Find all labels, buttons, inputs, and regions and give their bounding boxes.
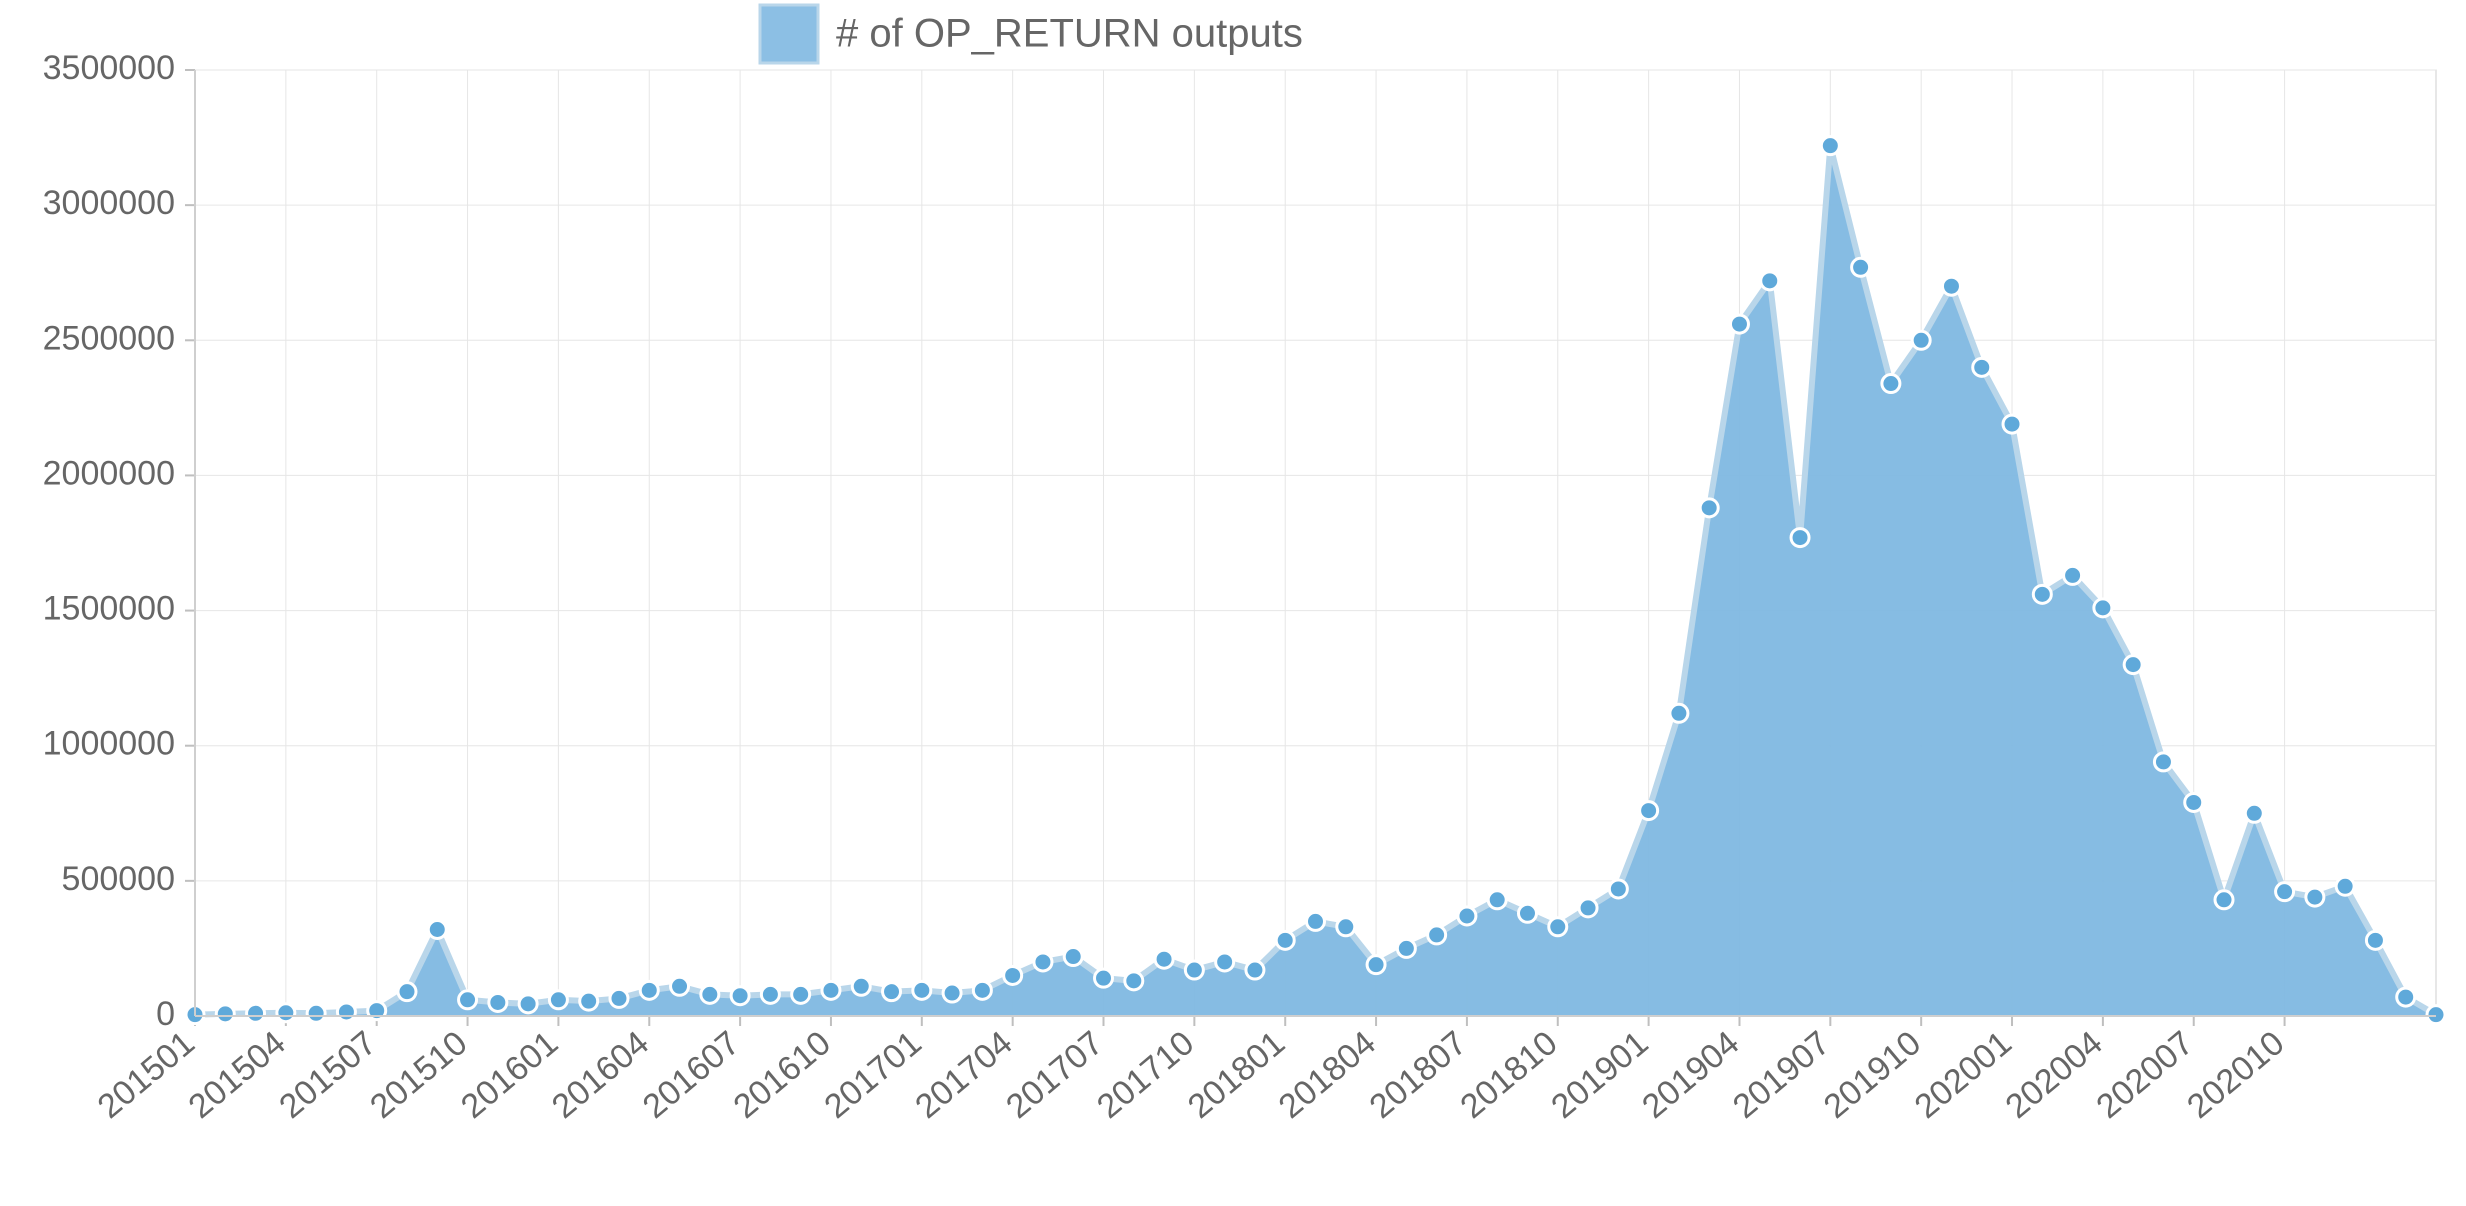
- data-point[interactable]: [1791, 529, 1809, 547]
- data-point[interactable]: [428, 921, 446, 939]
- data-point[interactable]: [2397, 988, 2415, 1006]
- data-point[interactable]: [1488, 891, 1506, 909]
- data-point[interactable]: [580, 992, 598, 1010]
- data-point[interactable]: [1761, 272, 1779, 290]
- data-point[interactable]: [1821, 137, 1839, 155]
- data-point[interactable]: [2427, 1006, 2445, 1024]
- data-point[interactable]: [913, 981, 931, 999]
- y-tick-label: 3500000: [43, 49, 175, 87]
- data-point[interactable]: [216, 1005, 234, 1023]
- y-tick-label: 1500000: [43, 590, 175, 628]
- data-point[interactable]: [671, 977, 689, 995]
- data-point[interactable]: [610, 989, 628, 1007]
- y-tick-label: 2000000: [43, 454, 175, 492]
- data-point[interactable]: [2033, 585, 2051, 603]
- data-point[interactable]: [1579, 899, 1597, 917]
- data-point[interactable]: [1458, 907, 1476, 925]
- data-point[interactable]: [1397, 939, 1415, 957]
- data-point[interactable]: [1185, 961, 1203, 979]
- data-point[interactable]: [489, 993, 507, 1011]
- data-point[interactable]: [1609, 880, 1627, 898]
- chart-container: 0500000100000015000002000000250000030000…: [0, 0, 2466, 1206]
- data-point[interactable]: [2003, 415, 2021, 433]
- y-tick-label: 3000000: [43, 184, 175, 222]
- y-tick-label: 1000000: [43, 725, 175, 763]
- data-point[interactable]: [1973, 358, 1991, 376]
- data-point[interactable]: [1125, 972, 1143, 990]
- data-point[interactable]: [2154, 753, 2172, 771]
- data-point[interactable]: [1549, 918, 1567, 936]
- data-point[interactable]: [2245, 804, 2263, 822]
- data-point[interactable]: [973, 981, 991, 999]
- data-point[interactable]: [640, 981, 658, 999]
- data-point[interactable]: [2336, 877, 2354, 895]
- data-point[interactable]: [1367, 956, 1385, 974]
- data-point[interactable]: [1095, 969, 1113, 987]
- data-point[interactable]: [2306, 888, 2324, 906]
- data-point[interactable]: [277, 1004, 295, 1022]
- data-point[interactable]: [549, 991, 567, 1009]
- data-point[interactable]: [883, 983, 901, 1001]
- data-point[interactable]: [1307, 912, 1325, 930]
- data-point[interactable]: [1700, 499, 1718, 517]
- data-point[interactable]: [852, 977, 870, 995]
- data-point[interactable]: [1852, 258, 1870, 276]
- data-point[interactable]: [1004, 966, 1022, 984]
- data-point[interactable]: [2094, 599, 2112, 617]
- area-chart: 0500000100000015000002000000250000030000…: [0, 0, 2466, 1206]
- data-point[interactable]: [1155, 950, 1173, 968]
- data-point[interactable]: [519, 995, 537, 1013]
- data-point[interactable]: [822, 981, 840, 999]
- data-point[interactable]: [761, 985, 779, 1003]
- data-point[interactable]: [1640, 802, 1658, 820]
- data-point[interactable]: [1942, 277, 1960, 295]
- data-point[interactable]: [1337, 918, 1355, 936]
- data-point[interactable]: [1246, 961, 1264, 979]
- data-point[interactable]: [1216, 953, 1234, 971]
- data-point[interactable]: [1882, 375, 1900, 393]
- y-tick-label: 500000: [62, 860, 175, 898]
- data-point[interactable]: [1518, 904, 1536, 922]
- y-tick-label: 2500000: [43, 319, 175, 357]
- legend-label: # of OP_RETURN outputs: [836, 12, 1303, 56]
- legend[interactable]: # of OP_RETURN outputs: [760, 5, 1303, 63]
- data-point[interactable]: [337, 1003, 355, 1021]
- data-point[interactable]: [398, 983, 416, 1001]
- data-point[interactable]: [1730, 315, 1748, 333]
- legend-swatch: [760, 5, 818, 63]
- data-point[interactable]: [2366, 931, 2384, 949]
- data-point[interactable]: [701, 985, 719, 1003]
- data-point[interactable]: [247, 1004, 265, 1022]
- data-point[interactable]: [2276, 883, 2294, 901]
- data-point[interactable]: [2064, 566, 2082, 584]
- data-point[interactable]: [792, 985, 810, 1003]
- data-point[interactable]: [459, 991, 477, 1009]
- data-point[interactable]: [1034, 953, 1052, 971]
- data-point[interactable]: [731, 987, 749, 1005]
- data-point[interactable]: [1276, 931, 1294, 949]
- data-point[interactable]: [1064, 948, 1082, 966]
- data-point[interactable]: [2185, 793, 2203, 811]
- data-point[interactable]: [943, 984, 961, 1002]
- data-point[interactable]: [2215, 891, 2233, 909]
- data-point[interactable]: [2124, 656, 2142, 674]
- data-point[interactable]: [1670, 704, 1688, 722]
- data-point[interactable]: [1912, 331, 1930, 349]
- data-point[interactable]: [307, 1004, 325, 1022]
- data-point[interactable]: [1428, 926, 1446, 944]
